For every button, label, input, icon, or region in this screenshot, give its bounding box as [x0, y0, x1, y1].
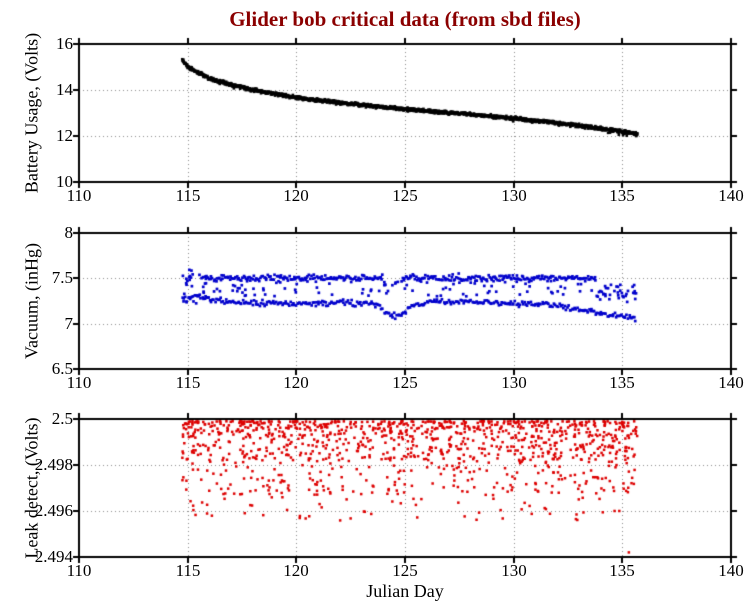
x-tick-label: 130: [501, 373, 527, 392]
y-tick-label: 2.498: [34, 455, 73, 474]
x-tick-label: 110: [66, 561, 92, 580]
x-tick-label: 115: [175, 561, 201, 580]
figure-title: Glider bob critical data (from sbd files…: [229, 7, 581, 31]
x-tick-label: 115: [175, 373, 201, 392]
x-tick-label: 115: [175, 186, 201, 205]
x-tick-label: 135: [609, 186, 635, 205]
x-tick-label: 140: [718, 373, 744, 392]
y-tick-label: 2.5: [51, 409, 73, 428]
x-tick-label: 110: [66, 373, 92, 392]
y-tick-label: 2.494: [34, 547, 73, 566]
ylabel-battery-usage: Battery Usage, (Volts): [21, 32, 42, 194]
x-tick-label: 120: [283, 561, 309, 580]
x-tick-label: 110: [66, 186, 92, 205]
ylabel-leak-detect: Leak detect, (Volts): [21, 417, 42, 559]
y-tick-label: 2.496: [34, 501, 73, 520]
x-tick-label: 125: [392, 373, 418, 392]
y-tick-label: 14: [56, 80, 73, 99]
x-tick-label: 125: [392, 561, 418, 580]
x-tick-label: 130: [501, 186, 527, 205]
y-tick-label: 8: [64, 223, 74, 242]
x-tick-label: 135: [609, 561, 635, 580]
xlabel-julian-day: Julian Day: [366, 581, 444, 601]
y-tick-label: 6.5: [51, 359, 73, 378]
y-tick-label: 12: [56, 126, 73, 145]
ylabel-vacuum: Vacuum, (inHg): [21, 243, 42, 359]
y-tick-label: 7: [64, 314, 74, 333]
x-tick-label: 135: [609, 373, 635, 392]
x-tick-label: 125: [392, 186, 418, 205]
y-tick-label: 7.5: [51, 268, 73, 287]
y-tick-label: 16: [56, 34, 73, 53]
x-tick-label: 120: [283, 373, 309, 392]
x-tick-label: 140: [718, 561, 744, 580]
x-tick-label: 120: [283, 186, 309, 205]
y-tick-label: 10: [56, 172, 73, 191]
x-tick-label: 140: [718, 186, 744, 205]
x-tick-label: 130: [501, 561, 527, 580]
